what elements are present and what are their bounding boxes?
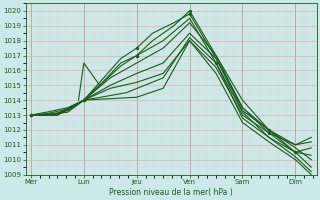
X-axis label: Pression niveau de la mer( hPa ): Pression niveau de la mer( hPa ) [109,188,233,197]
